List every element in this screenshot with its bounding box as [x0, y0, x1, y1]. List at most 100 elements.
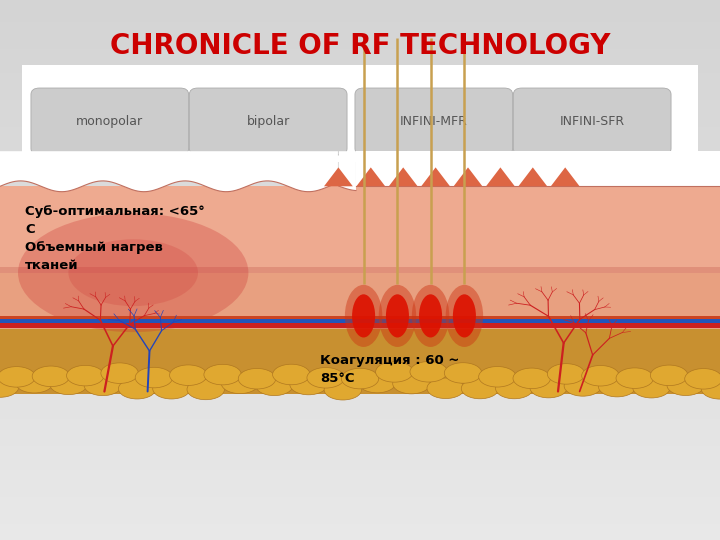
Bar: [0, 124, 720, 127]
Ellipse shape: [410, 361, 447, 382]
Bar: [0, 246, 720, 248]
Bar: [0, 478, 720, 481]
FancyBboxPatch shape: [355, 88, 513, 155]
Bar: [0, 70, 720, 73]
Ellipse shape: [290, 374, 328, 395]
Bar: [0, 340, 720, 343]
Bar: [0, 181, 720, 184]
Bar: [0, 375, 720, 378]
Bar: [0, 497, 720, 500]
Bar: [0, 319, 720, 321]
Ellipse shape: [616, 368, 654, 388]
Bar: [0, 508, 720, 510]
Bar: [0, 462, 720, 464]
Bar: [0, 359, 720, 362]
Bar: [0, 332, 720, 335]
Bar: [0, 140, 720, 143]
Ellipse shape: [50, 374, 87, 395]
Bar: [0, 270, 720, 273]
Bar: [0, 211, 720, 213]
Bar: [0, 278, 720, 281]
Bar: [0, 81, 720, 84]
Bar: [0, 475, 720, 478]
Bar: [0, 113, 720, 116]
Bar: [0, 346, 720, 348]
Bar: [0, 313, 720, 316]
Bar: [0, 130, 720, 132]
Bar: [0, 413, 720, 416]
Bar: [0, 86, 720, 89]
Bar: [0, 105, 720, 108]
Ellipse shape: [412, 285, 449, 347]
Bar: [0, 535, 720, 537]
Bar: [0, 256, 720, 259]
Ellipse shape: [256, 375, 293, 396]
Bar: [0, 397, 720, 400]
Ellipse shape: [153, 379, 190, 399]
Polygon shape: [356, 167, 385, 186]
Bar: [0, 297, 720, 300]
FancyBboxPatch shape: [513, 88, 671, 155]
Bar: [0, 327, 720, 329]
Ellipse shape: [359, 372, 396, 393]
Bar: [0, 486, 720, 489]
Bar: [0, 459, 720, 462]
Bar: [0, 386, 720, 389]
Ellipse shape: [444, 363, 482, 383]
Bar: [0, 16, 720, 19]
Bar: [0, 49, 720, 51]
Bar: [0, 292, 720, 294]
Ellipse shape: [352, 294, 375, 338]
Polygon shape: [486, 167, 515, 186]
Polygon shape: [454, 167, 482, 186]
Bar: [0, 230, 720, 232]
Bar: [0, 97, 720, 100]
Ellipse shape: [273, 364, 310, 384]
Bar: [0, 481, 720, 483]
Bar: [0, 537, 720, 540]
FancyBboxPatch shape: [189, 88, 347, 155]
Bar: [0, 405, 720, 408]
Bar: [0, 194, 720, 197]
Bar: [0, 127, 720, 130]
Bar: [0, 370, 720, 373]
Bar: [0, 424, 720, 427]
Ellipse shape: [101, 363, 138, 383]
Bar: [0, 456, 720, 459]
Bar: [0, 526, 720, 529]
Bar: [0, 254, 720, 256]
Bar: [0, 170, 720, 173]
Ellipse shape: [582, 366, 619, 386]
Ellipse shape: [68, 239, 198, 306]
Bar: [0, 448, 720, 451]
Ellipse shape: [530, 377, 567, 398]
Bar: [0, 472, 720, 475]
Bar: [0, 35, 720, 38]
Bar: [0, 197, 720, 200]
Bar: [0, 116, 720, 119]
Polygon shape: [389, 167, 418, 186]
Bar: [0, 94, 720, 97]
Ellipse shape: [386, 294, 409, 338]
Bar: [0, 135, 720, 138]
Bar: [0, 57, 720, 59]
Bar: [0, 103, 720, 105]
Ellipse shape: [479, 367, 516, 387]
Bar: [0, 202, 720, 205]
Bar: [0, 429, 720, 432]
Bar: [0, 27, 720, 30]
Bar: [0, 146, 720, 148]
Ellipse shape: [564, 376, 602, 396]
Bar: [0, 513, 720, 516]
Bar: [0, 40, 720, 43]
Bar: [0, 275, 720, 278]
Bar: [0, 189, 720, 192]
Bar: [0, 14, 720, 16]
Polygon shape: [324, 167, 353, 186]
Ellipse shape: [170, 365, 207, 386]
Bar: [0, 319, 720, 323]
Ellipse shape: [667, 375, 704, 395]
Bar: [0, 219, 720, 221]
Bar: [0, 532, 720, 535]
Bar: [0, 216, 720, 219]
